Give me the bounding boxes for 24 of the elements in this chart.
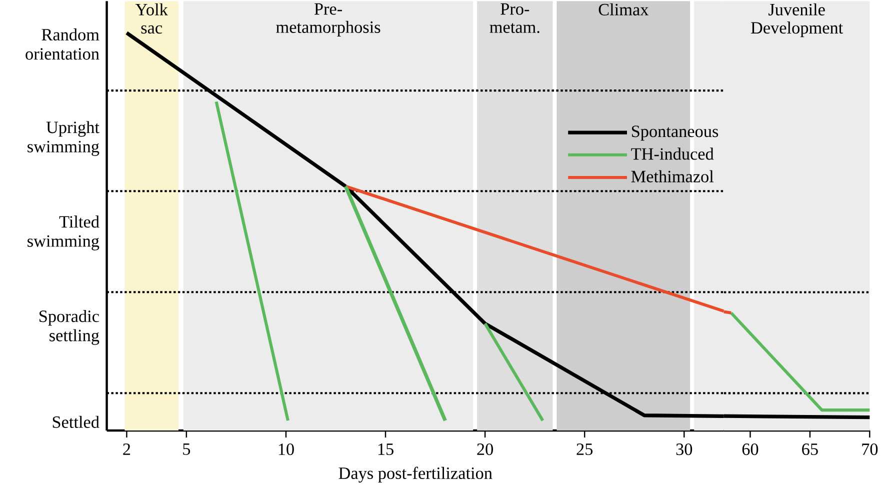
legend-label: Methimazol	[631, 170, 714, 182]
band-label: Climax	[598, 3, 649, 16]
x-tick-label: 15	[378, 443, 394, 455]
text: Random orientation	[26, 28, 100, 60]
x-tick-label: 65	[802, 443, 818, 455]
x-tick-label: 5	[183, 443, 190, 455]
x-tick-label: 70	[862, 443, 878, 455]
text: Upright swimming	[28, 120, 100, 156]
text: Sporadic settling	[40, 310, 100, 345]
x-axis-title: Days post-fertilization	[338, 466, 492, 482]
x-tick-label: 30	[676, 443, 692, 455]
x-tick-label: 10	[278, 443, 294, 455]
band-label: Yolk sac	[135, 3, 168, 34]
x-tick-label: 20	[477, 443, 493, 455]
text: Tilted swimming	[28, 215, 100, 250]
x-tick-label: 2	[123, 443, 130, 455]
legend-label: TH-induced	[631, 148, 714, 160]
text: Settled	[52, 416, 100, 428]
band-label: Pro-metam.	[490, 3, 540, 33]
band-label: Juvenile Development	[750, 3, 844, 37]
band-label: Pre-metamorphosis	[276, 3, 380, 36]
x-tick-label: 60	[742, 443, 758, 455]
legend-label: Spontaneous	[632, 125, 718, 140]
x-tick-label: 25	[576, 443, 593, 455]
